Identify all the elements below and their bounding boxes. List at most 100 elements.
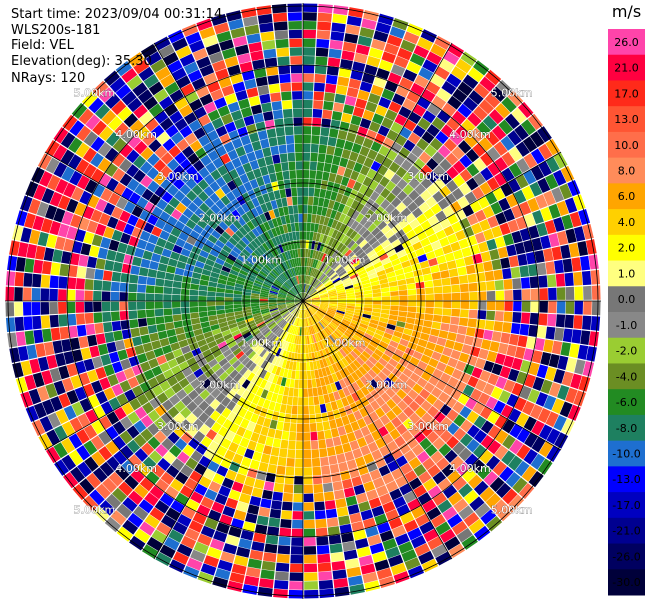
velocity-gate	[282, 108, 293, 118]
velocity-gate	[556, 301, 566, 314]
velocity-gate	[384, 421, 396, 433]
velocity-gate	[464, 453, 479, 468]
velocity-gate	[268, 137, 278, 147]
velocity-gate	[364, 301, 373, 305]
velocity-gate	[496, 79, 513, 96]
velocity-gate	[311, 449, 320, 459]
velocity-gate	[251, 487, 263, 498]
velocity-gate	[199, 316, 209, 323]
velocity-gate	[259, 22, 274, 33]
velocity-gate	[154, 293, 163, 301]
velocity-gate	[380, 403, 391, 414]
velocity-gate	[143, 369, 155, 381]
velocity-gate	[153, 245, 164, 255]
velocity-gate	[279, 320, 287, 328]
velocity-gate	[548, 233, 560, 248]
velocity-gate	[320, 295, 329, 299]
velocity-gate	[5, 317, 16, 333]
velocity-gate	[353, 529, 367, 541]
velocity-gate	[560, 244, 571, 259]
velocity-gate	[355, 202, 365, 213]
velocity-gate	[218, 371, 229, 382]
velocity-gate	[464, 133, 478, 148]
velocity-gate	[236, 276, 246, 283]
velocity-gate	[406, 90, 421, 104]
velocity-gate	[92, 467, 108, 483]
velocity-gate	[211, 453, 224, 465]
velocity-gate	[38, 433, 53, 450]
velocity-gate	[359, 407, 369, 418]
velocity-gate	[269, 248, 277, 257]
velocity-gate	[352, 245, 362, 254]
velocity-gate	[128, 292, 137, 301]
velocity-gate	[457, 103, 472, 118]
velocity-gate	[228, 237, 238, 246]
velocity-gate	[256, 415, 266, 426]
velocity-gate	[463, 255, 474, 266]
velocity-gate	[474, 232, 486, 244]
velocity-gate	[360, 205, 370, 216]
velocity-gate	[337, 326, 346, 334]
velocity-gate	[488, 109, 504, 125]
velocity-gate	[183, 112, 198, 125]
velocity-gate	[112, 421, 126, 435]
velocity-gate	[371, 226, 381, 237]
velocity-gate	[350, 220, 360, 230]
velocity-gate	[375, 396, 386, 407]
velocity-gate	[175, 471, 189, 485]
velocity-gate	[336, 242, 344, 252]
velocity-gate	[498, 119, 514, 135]
velocity-gate	[386, 248, 397, 257]
velocity-gate	[380, 239, 391, 249]
velocity-gate	[503, 208, 515, 222]
velocity-gate	[312, 108, 323, 118]
velocity-gate	[291, 277, 296, 286]
velocity-gate	[326, 325, 334, 334]
velocity-gate	[380, 282, 390, 289]
velocity-gate	[333, 316, 342, 323]
colorbar-tick-label: -8.0	[616, 422, 637, 435]
velocity-gate	[415, 513, 430, 527]
velocity-gate	[259, 301, 268, 304]
velocity-gate	[68, 265, 78, 278]
velocity-gate	[470, 127, 485, 142]
velocity-gate	[292, 267, 297, 276]
velocity-gate	[129, 119, 144, 134]
velocity-gate	[234, 310, 243, 316]
velocity-gate	[500, 332, 511, 344]
velocity-gate	[277, 318, 285, 326]
velocity-gate	[237, 184, 247, 195]
velocity-gate	[205, 335, 215, 344]
velocity-gate	[292, 196, 298, 206]
velocity-gate	[447, 331, 457, 342]
velocity-gate	[184, 477, 198, 491]
velocity-gate	[251, 265, 261, 273]
velocity-gate	[371, 257, 381, 265]
velocity-gate	[342, 541, 356, 552]
velocity-gate	[107, 216, 119, 229]
velocity-gate	[270, 335, 278, 344]
velocity-gate	[365, 101, 378, 113]
velocity-gate	[305, 275, 309, 284]
velocity-gate	[338, 255, 346, 264]
velocity-gate	[298, 335, 302, 345]
velocity-gate	[520, 277, 531, 289]
velocity-gate	[225, 497, 238, 509]
velocity-gate	[316, 311, 324, 318]
velocity-gate	[409, 412, 421, 424]
velocity-gate	[465, 148, 480, 163]
velocity-gate	[314, 510, 326, 520]
velocity-gate	[331, 275, 340, 282]
velocity-gate	[548, 353, 560, 368]
velocity-gate	[244, 260, 254, 268]
velocity-gate	[231, 359, 242, 369]
velocity-gate	[346, 364, 355, 374]
velocity-gate	[382, 501, 396, 513]
velocity-gate	[464, 191, 477, 204]
velocity-gate	[222, 543, 238, 555]
velocity-gate	[432, 471, 447, 485]
velocity-gate	[260, 292, 269, 296]
velocity-gate	[526, 336, 537, 350]
velocity-gate	[359, 216, 369, 226]
velocity-gate	[294, 335, 298, 344]
